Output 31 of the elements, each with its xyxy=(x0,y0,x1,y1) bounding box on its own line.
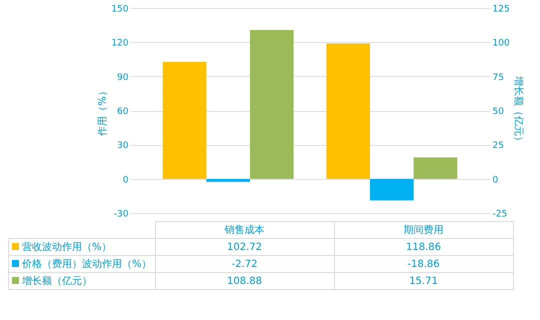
y2-tick-label: 25 xyxy=(492,141,504,152)
bar xyxy=(162,62,206,179)
x-tick-label: 期间费用 xyxy=(334,222,514,238)
y-tick-label: 60 xyxy=(117,107,129,117)
data-label: 15.71 xyxy=(334,272,514,290)
y-tick-label: 150 xyxy=(111,4,129,14)
y-tick-label: -30 xyxy=(114,210,129,220)
y2-tick-label: 125 xyxy=(492,4,510,14)
y2-tick-label: 50 xyxy=(492,107,504,117)
legend-label: 增长额（亿元） xyxy=(8,272,156,290)
y2-tick-label: 0 xyxy=(492,175,498,186)
legend-label: 营收波动作用（%） xyxy=(8,238,156,256)
data-label: -2.72 xyxy=(155,256,334,272)
y-axis-title: 作用（%） xyxy=(97,86,108,137)
y2-tick-label: 75 xyxy=(492,72,504,83)
bar xyxy=(326,43,370,179)
legend-label: 价格（费用）波动作用（%） xyxy=(8,256,156,272)
data-label: 102.72 xyxy=(155,238,334,256)
y2-tick-label: 100 xyxy=(492,38,510,49)
x-tick-label: 销售成本 xyxy=(155,222,334,238)
y-tick-label: 120 xyxy=(111,38,129,49)
y2-axis-title: 增长额（亿元） xyxy=(512,75,525,146)
bar xyxy=(206,178,250,182)
y-tick-label: 90 xyxy=(117,72,129,83)
y-tick-label: 0 xyxy=(122,175,129,186)
y-tick-label: 30 xyxy=(117,141,129,152)
y2-tick-label: -25 xyxy=(492,210,508,220)
bar xyxy=(370,178,414,200)
data-label: 118.86 xyxy=(334,238,514,256)
data-label: -18.86 xyxy=(334,256,514,272)
data-label: 108.88 xyxy=(155,272,334,290)
